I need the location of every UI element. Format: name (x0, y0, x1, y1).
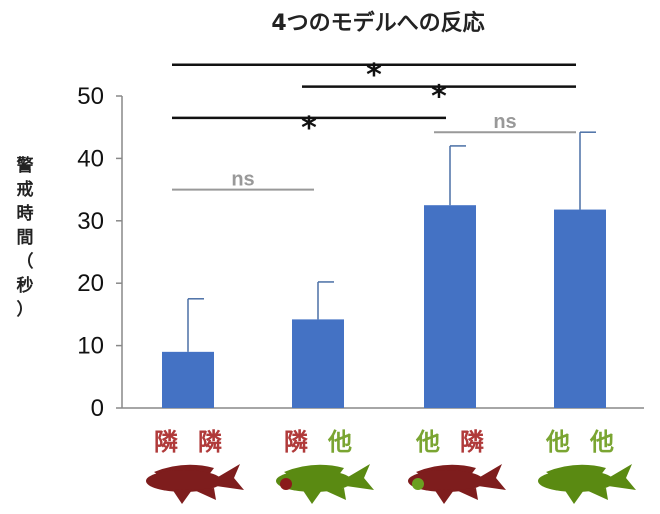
fish-spot (280, 478, 292, 490)
category-label-right: 他 (589, 428, 614, 456)
fish-tail (478, 464, 506, 490)
category-label-right: 隣 (198, 428, 222, 456)
fish-icon (146, 464, 244, 504)
category-label-left: 他 (545, 428, 570, 456)
category-label-right: 隣 (460, 428, 484, 456)
y-tick-label: 40 (77, 145, 104, 172)
significance-star: * (431, 80, 447, 115)
bar (292, 319, 344, 408)
category-label-right: 他 (327, 428, 352, 456)
fish-anal-fin (456, 488, 478, 500)
category-label-left: 他 (415, 428, 440, 456)
fish-anal-fin (586, 488, 608, 500)
fish-body (538, 470, 614, 492)
y-tick-label: 20 (77, 270, 104, 297)
category-label-left: 隣 (154, 428, 178, 456)
y-tick-label: 0 (91, 395, 104, 422)
y-tick-label: 10 (77, 333, 104, 360)
fish-pelvic-fin (302, 489, 322, 504)
fish-pelvic-fin (434, 489, 454, 504)
fish-tail (346, 464, 374, 490)
chart-title: 4つのモデルへの反応 (271, 10, 484, 36)
y-axis-label-char: ） (17, 299, 34, 320)
y-axis-label-char: 戒 (17, 179, 34, 200)
fish-tail (608, 464, 636, 490)
fish-icon (408, 464, 506, 504)
y-axis-label-char: 秒 (17, 275, 34, 296)
significance-star: * (366, 58, 382, 93)
fish-pelvic-fin (564, 489, 584, 504)
fish-body (408, 470, 484, 492)
fish-icon (538, 464, 636, 504)
fish-anal-fin (194, 488, 216, 500)
bar (162, 351, 214, 408)
y-axis-label-char: 間 (17, 228, 34, 248)
y-tick-label: 30 (77, 208, 104, 235)
y-axis-label-char: 警 (16, 155, 34, 176)
fish-spot (412, 478, 424, 490)
fish-anal-fin (324, 488, 346, 500)
bar (554, 209, 606, 408)
significance-star: * (301, 111, 317, 146)
fish-pelvic-fin (172, 489, 192, 504)
bar (424, 205, 476, 408)
category-label-left: 隣 (284, 428, 308, 456)
significance-ns: ns (493, 111, 516, 133)
significance-ns: ns (231, 169, 254, 191)
fish-icon (276, 464, 374, 504)
fish-body (276, 470, 352, 492)
y-axis-label-char: （ (17, 251, 34, 272)
y-axis-label-char: 時 (17, 203, 34, 224)
fish-tail (216, 464, 244, 490)
y-tick-label: 50 (77, 83, 104, 110)
fish-body (146, 470, 222, 492)
